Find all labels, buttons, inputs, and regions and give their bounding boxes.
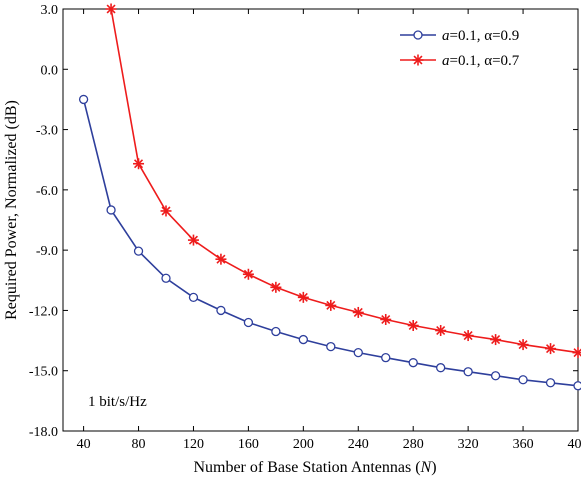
x-tick-label: 400: [568, 437, 581, 452]
asterisk-stroke: [298, 292, 308, 302]
data-point: [106, 205, 116, 215]
x-tick-label: 360: [513, 437, 534, 452]
data-point: [490, 371, 501, 381]
data-point: [326, 341, 336, 352]
data-point: [380, 313, 392, 325]
legend-label-1: a=0.1, α=0.9: [442, 28, 519, 44]
y-tick-label: -6.0: [36, 184, 58, 199]
data-point: [105, 3, 117, 15]
asterisk-stroke: [413, 55, 423, 65]
data-point: [271, 326, 281, 337]
asterisk-stroke: [353, 307, 363, 317]
data-point: [188, 292, 199, 303]
asterisk-stroke: [271, 282, 281, 292]
data-point: [161, 273, 171, 283]
x-tick-label: 80: [132, 437, 146, 452]
data-point: [407, 320, 419, 331]
asterisk-stroke: [243, 269, 253, 279]
data-point: [463, 367, 473, 377]
asterisk-stroke: [408, 320, 418, 331]
y-tick-label: -18.0: [29, 425, 58, 440]
data-point: [133, 246, 144, 256]
asterisk-stroke: [106, 4, 116, 14]
x-tick-label: 200: [293, 437, 314, 452]
data-point: [133, 158, 145, 170]
data-point: [408, 358, 418, 368]
data-point: [412, 54, 424, 66]
asterisk-stroke: [161, 206, 171, 216]
data-point: [297, 291, 309, 303]
x-axis-title: Number of Base Station Antennas (N): [193, 459, 436, 476]
x-tick-label: 120: [183, 437, 204, 452]
x-tick-label: 40: [77, 437, 91, 452]
data-point: [573, 381, 581, 391]
data-point: [298, 334, 308, 345]
data-point: [187, 234, 199, 246]
data-point: [325, 299, 337, 311]
plot-frame: [62, 8, 579, 432]
legend-label-2: a=0.1, α=0.7: [442, 53, 520, 69]
data-point: [270, 281, 282, 293]
data-point: [435, 325, 447, 337]
legend: a=0.1, α=0.9 a=0.1, α=0.7: [400, 28, 520, 69]
data-point: [215, 253, 227, 265]
y-tick-label: -12.0: [29, 304, 58, 319]
asterisk-stroke: [518, 340, 528, 350]
data-point: [243, 317, 254, 328]
asterisk-stroke: [134, 159, 144, 169]
y-tick-label: 3.0: [41, 3, 59, 18]
y-tick-label: 0.0: [41, 63, 59, 78]
x-tick-label: 240: [348, 437, 369, 452]
asterisk-stroke: [326, 300, 336, 310]
y-tick-label: -9.0: [36, 244, 58, 259]
asterisk-stroke: [546, 344, 556, 354]
asterisk-stroke: [216, 254, 226, 264]
data-point: [545, 343, 557, 355]
data-point: [78, 94, 89, 105]
x-tick-label: 320: [458, 437, 479, 452]
data-point: [352, 306, 364, 318]
data-point: [462, 330, 474, 342]
data-point: [436, 363, 446, 373]
data-point: [216, 305, 226, 316]
asterisk-stroke: [491, 335, 501, 345]
y-tick-label: -3.0: [36, 124, 58, 139]
asterisk-stroke: [188, 235, 198, 245]
y-axis-title: Required Power, Normalized (dB): [3, 100, 20, 320]
data-point: [545, 378, 556, 388]
data-point: [518, 375, 528, 385]
asterisk-stroke: [436, 325, 446, 336]
series-line-2: [110, 8, 579, 354]
data-point: [490, 334, 502, 346]
data-point: [381, 353, 391, 363]
asterisk-stroke: [381, 314, 391, 324]
annotation-text: 1 bit/s/Hz: [88, 394, 147, 410]
data-point: [242, 268, 254, 280]
data-point: [353, 347, 363, 358]
data-point: [572, 347, 581, 359]
y-tick-label: -15.0: [29, 365, 58, 380]
x-tick-label: 280: [403, 437, 424, 452]
data-point: [160, 205, 172, 217]
asterisk-stroke: [463, 331, 473, 341]
x-tick-label: 160: [238, 437, 259, 452]
data-point: [517, 339, 529, 351]
data-point: [413, 30, 423, 40]
